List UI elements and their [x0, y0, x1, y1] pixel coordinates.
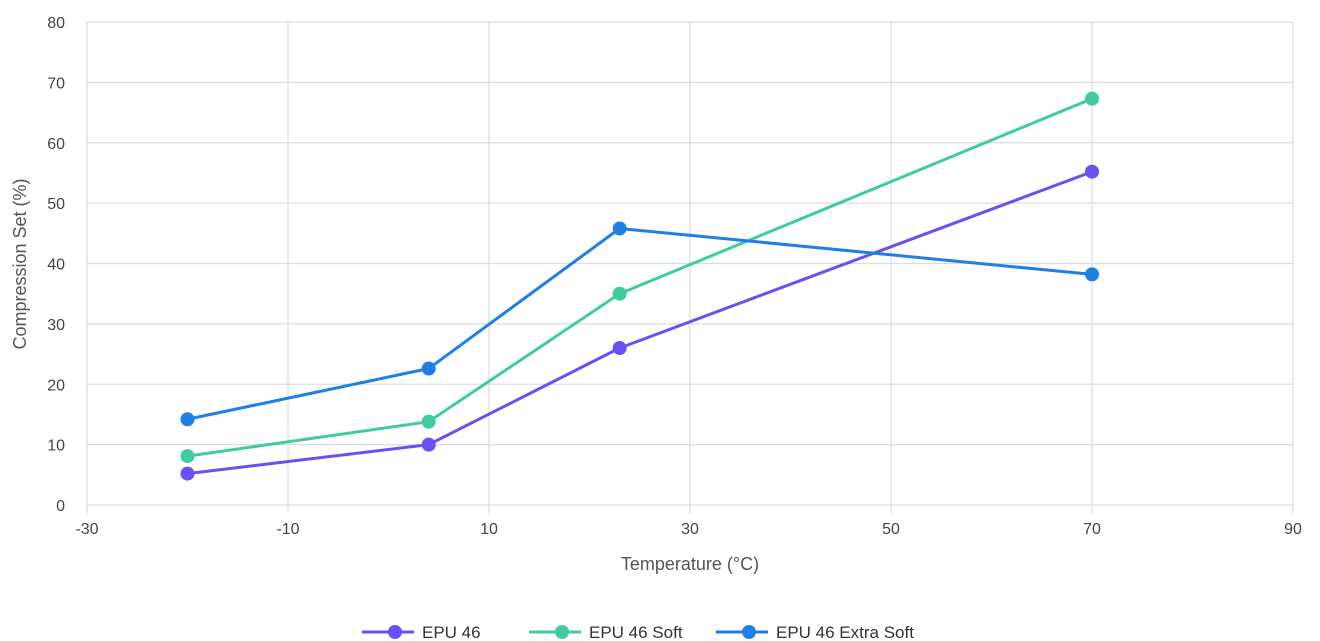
x-tick-label: 70 — [1083, 521, 1101, 538]
y-tick-label: 20 — [47, 377, 65, 394]
series-line — [187, 226, 1093, 421]
legend-swatch-marker — [555, 625, 569, 639]
legend: EPU 46 EPU 46 Soft EPU 46 Extra Soft — [362, 623, 914, 641]
legend-item[interactable]: EPU 46 Soft — [529, 623, 683, 641]
data-point[interactable] — [612, 286, 627, 301]
y-tick-label: 30 — [47, 317, 65, 334]
y-tick-label: 80 — [47, 15, 65, 32]
data-point[interactable] — [180, 449, 195, 464]
data-point[interactable] — [421, 361, 436, 376]
data-point[interactable] — [612, 341, 627, 356]
data-point[interactable] — [1085, 91, 1099, 106]
y-axis-ticks: 0 10 20 30 40 50 60 70 80 — [47, 15, 65, 515]
data-point[interactable] — [180, 466, 195, 481]
x-axis-ticks: -30 -10 10 30 50 70 90 — [75, 521, 1302, 538]
data-point[interactable] — [1085, 267, 1099, 282]
legend-swatch-marker — [388, 625, 402, 639]
data-point[interactable] — [421, 437, 436, 452]
y-tick-label: 50 — [47, 196, 65, 213]
y-tick-label: 60 — [47, 136, 65, 153]
series-1 — [180, 91, 1099, 464]
series — [180, 91, 1099, 481]
data-point[interactable] — [180, 412, 195, 427]
legend-label: EPU 46 Extra Soft — [776, 623, 914, 641]
series-line — [187, 97, 1093, 458]
legend-item[interactable]: EPU 46 Extra Soft — [716, 623, 914, 641]
y-tick-label: 70 — [47, 75, 65, 92]
series-0 — [180, 164, 1099, 481]
x-tick-label: 50 — [882, 521, 900, 538]
legend-item[interactable]: EPU 46 — [362, 623, 481, 641]
x-tick-label: -30 — [75, 521, 98, 538]
data-point[interactable] — [612, 221, 627, 236]
y-tick-label: 0 — [56, 498, 65, 515]
grid — [86, 21, 1294, 513]
data-point[interactable] — [1085, 164, 1099, 179]
x-tick-label: -10 — [276, 521, 299, 538]
data-point[interactable] — [421, 414, 436, 429]
x-tick-label: 10 — [480, 521, 498, 538]
legend-label: EPU 46 Soft — [589, 623, 683, 641]
legend-label: EPU 46 — [422, 623, 481, 641]
y-axis-title: Compression Set (%) — [10, 178, 30, 349]
y-tick-label: 40 — [47, 257, 65, 274]
series-2 — [180, 221, 1099, 427]
x-tick-label: 30 — [681, 521, 699, 538]
y-tick-label: 10 — [47, 438, 65, 455]
legend-swatch-marker — [742, 625, 756, 639]
x-tick-label: 90 — [1284, 521, 1302, 538]
series-line — [187, 170, 1093, 476]
x-axis-title: Temperature (°C) — [621, 554, 759, 574]
